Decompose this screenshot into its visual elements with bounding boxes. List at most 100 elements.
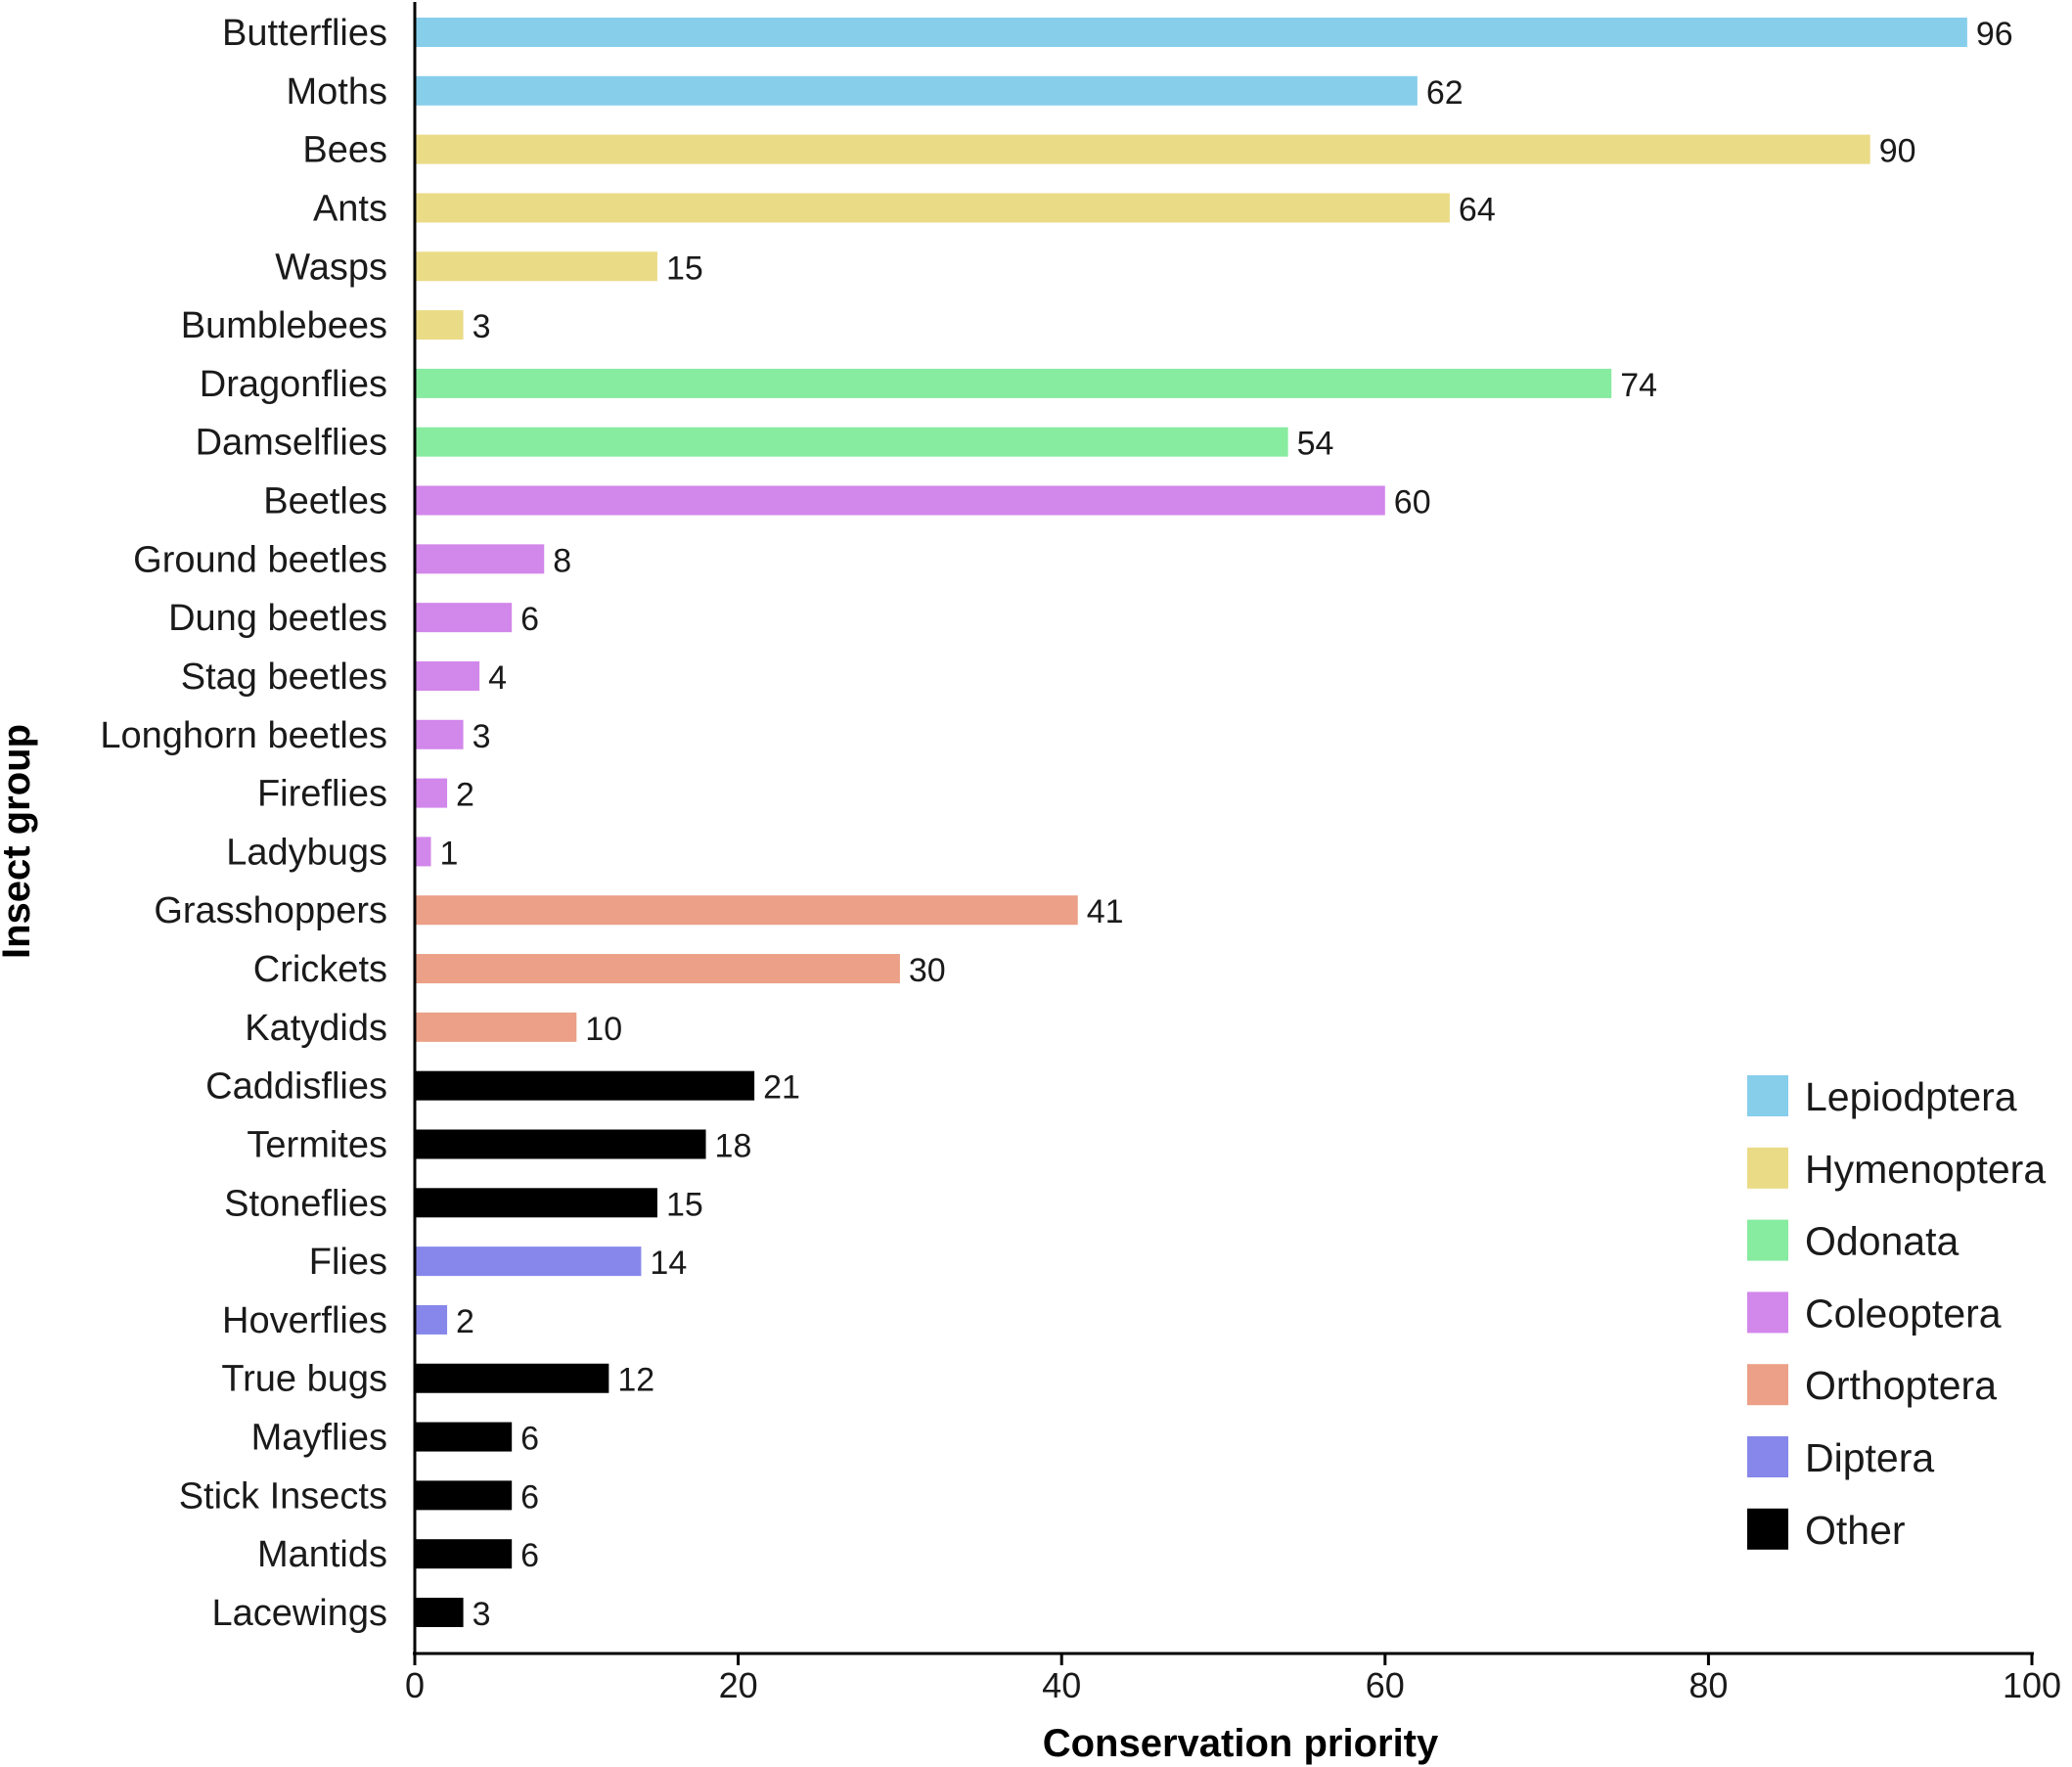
x-axis-title: Conservation priority <box>1043 1722 1439 1765</box>
legend-label: Odonata <box>1805 1219 1959 1264</box>
legend-swatch <box>1747 1291 1788 1334</box>
category-label: Beetles <box>263 481 387 522</box>
legend: Lepiodptera Hymenoptera Odonata Coleoptera O… <box>1747 1074 2046 1553</box>
category-label: Stick Insects <box>179 1475 387 1517</box>
value-label: 74 <box>1620 367 1657 404</box>
bar-bees <box>415 134 1870 164</box>
bar-stoneflies <box>415 1188 657 1218</box>
category-label: Dragonflies <box>200 364 387 405</box>
bar-lacewings <box>415 1598 464 1627</box>
bar-grasshoppers <box>415 895 1078 926</box>
category-label: Mantids <box>257 1534 387 1575</box>
category-label: Bees <box>302 130 387 171</box>
bar-true-bugs <box>415 1363 609 1393</box>
value-label: 2 <box>456 1303 474 1340</box>
bar-stag-beetles <box>415 660 480 691</box>
value-label: 21 <box>763 1069 800 1107</box>
bar-stick-insects <box>415 1480 513 1511</box>
bar-caddisflies <box>415 1070 755 1101</box>
bar-flies <box>415 1246 642 1277</box>
value-label: 3 <box>473 718 491 755</box>
category-label: Termites <box>247 1124 387 1165</box>
value-label: 8 <box>553 542 571 579</box>
category-label: Ladybugs <box>226 832 387 873</box>
legend-label: Other <box>1805 1508 1906 1553</box>
category-label: Wasps <box>275 247 387 288</box>
bar-fireflies <box>415 778 448 808</box>
value-label: 6 <box>520 1421 539 1458</box>
x-ticks: 0 20 40 60 80 100 <box>405 1654 2061 1705</box>
category-label: Katydids <box>245 1008 387 1049</box>
bar-ladybugs <box>415 837 431 867</box>
legend-swatch <box>1747 1508 1788 1550</box>
category-labels: Butterflies Moths Bees Ants Wasps Bumblebees D… <box>100 13 387 1634</box>
legend-label: Coleoptera <box>1805 1291 2002 1336</box>
legend-swatch <box>1747 1436 1788 1477</box>
value-label: 60 <box>1394 484 1431 521</box>
bar-butterflies <box>415 18 1967 47</box>
bar-hoverflies <box>415 1304 448 1335</box>
x-tick-label: 80 <box>1689 1665 1728 1705</box>
bar-dragonflies <box>415 368 1612 398</box>
category-label: Butterflies <box>222 13 387 54</box>
value-label: 41 <box>1087 893 1124 930</box>
bars-layer <box>415 18 1967 1627</box>
legend-swatch <box>1747 1219 1788 1261</box>
category-label: Crickets <box>253 949 387 990</box>
bar-ground-beetles <box>415 544 545 574</box>
value-label: 6 <box>520 601 539 638</box>
value-label: 15 <box>666 249 703 287</box>
legend-label: Orthoptera <box>1805 1363 1997 1408</box>
bar-crickets <box>415 954 900 984</box>
bar-dung-beetles <box>415 603 513 633</box>
value-label: 90 <box>1879 133 1916 170</box>
value-label: 4 <box>488 659 507 697</box>
x-tick-label: 60 <box>1366 1665 1405 1705</box>
bar-mayflies <box>415 1422 513 1452</box>
legend-label: Lepiodptera <box>1805 1074 2017 1119</box>
value-label: 3 <box>473 1596 491 1633</box>
value-label: 18 <box>715 1127 752 1164</box>
value-label: 30 <box>909 952 946 989</box>
value-label: 6 <box>520 1537 539 1574</box>
bar-longhorn-beetles <box>415 719 464 749</box>
axes <box>413 2 2034 1655</box>
value-label: 14 <box>650 1245 687 1282</box>
category-label: True bugs <box>221 1359 387 1400</box>
category-label: Dung beetles <box>168 598 387 639</box>
bar-ants <box>415 193 1450 223</box>
x-tick-label: 20 <box>719 1665 758 1705</box>
bar-damselflies <box>415 427 1288 457</box>
category-label: Stag beetles <box>181 657 387 698</box>
value-label: 15 <box>666 1186 703 1223</box>
legend-swatch <box>1747 1075 1788 1116</box>
value-label: 64 <box>1459 191 1496 228</box>
category-label: Grasshoppers <box>154 890 387 931</box>
legend-label: Diptera <box>1805 1435 1934 1480</box>
value-label: 3 <box>473 308 491 345</box>
bar-moths <box>415 75 1418 106</box>
legend-swatch <box>1747 1364 1788 1406</box>
bar-mantids <box>415 1539 513 1569</box>
category-label: Lacewings <box>211 1593 387 1634</box>
bar-beetles <box>415 485 1385 516</box>
bar-bumblebees <box>415 310 464 340</box>
category-label: Fireflies <box>257 774 387 815</box>
category-label: Flies <box>309 1242 387 1283</box>
value-label: 1 <box>440 835 459 872</box>
category-label: Caddisflies <box>205 1066 387 1108</box>
y-axis-title: Insect group <box>0 724 38 959</box>
value-label: 62 <box>1426 74 1464 112</box>
value-label: 6 <box>520 1478 539 1516</box>
value-labels: 9662906415374546086432141301021181514212… <box>440 16 2013 1633</box>
bar-katydids <box>415 1012 577 1042</box>
legend-swatch <box>1747 1147 1788 1189</box>
x-tick-label: 100 <box>2003 1665 2061 1705</box>
category-label: Ground beetles <box>133 539 387 580</box>
category-label: Bumblebees <box>181 305 387 346</box>
value-label: 10 <box>585 1011 622 1048</box>
category-label: Moths <box>287 71 387 113</box>
category-label: Damselflies <box>196 423 387 464</box>
x-tick-label: 40 <box>1042 1665 1081 1705</box>
